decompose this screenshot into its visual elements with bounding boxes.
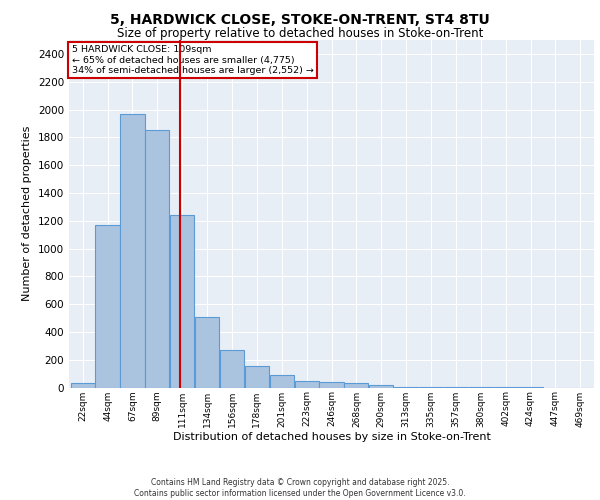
Bar bbox=[394, 387, 418, 388]
Bar bbox=[245, 366, 269, 388]
Bar bbox=[71, 384, 95, 388]
X-axis label: Distribution of detached houses by size in Stoke-on-Trent: Distribution of detached houses by size … bbox=[173, 432, 490, 442]
Bar bbox=[121, 114, 145, 388]
Bar bbox=[269, 375, 294, 388]
Bar bbox=[170, 215, 194, 388]
Text: Contains HM Land Registry data © Crown copyright and database right 2025.
Contai: Contains HM Land Registry data © Crown c… bbox=[134, 478, 466, 498]
Bar bbox=[419, 387, 443, 388]
Bar bbox=[195, 316, 219, 388]
Bar bbox=[319, 382, 344, 388]
Y-axis label: Number of detached properties: Number of detached properties bbox=[22, 126, 32, 302]
Bar bbox=[344, 384, 368, 388]
Bar bbox=[220, 350, 244, 388]
Bar bbox=[145, 130, 169, 388]
Bar bbox=[95, 225, 119, 388]
Text: 5, HARDWICK CLOSE, STOKE-ON-TRENT, ST4 8TU: 5, HARDWICK CLOSE, STOKE-ON-TRENT, ST4 8… bbox=[110, 12, 490, 26]
Bar bbox=[369, 385, 394, 388]
Text: 5 HARDWICK CLOSE: 109sqm
← 65% of detached houses are smaller (4,775)
34% of sem: 5 HARDWICK CLOSE: 109sqm ← 65% of detach… bbox=[71, 45, 314, 75]
Bar bbox=[295, 381, 319, 388]
Text: Size of property relative to detached houses in Stoke-on-Trent: Size of property relative to detached ho… bbox=[117, 28, 483, 40]
